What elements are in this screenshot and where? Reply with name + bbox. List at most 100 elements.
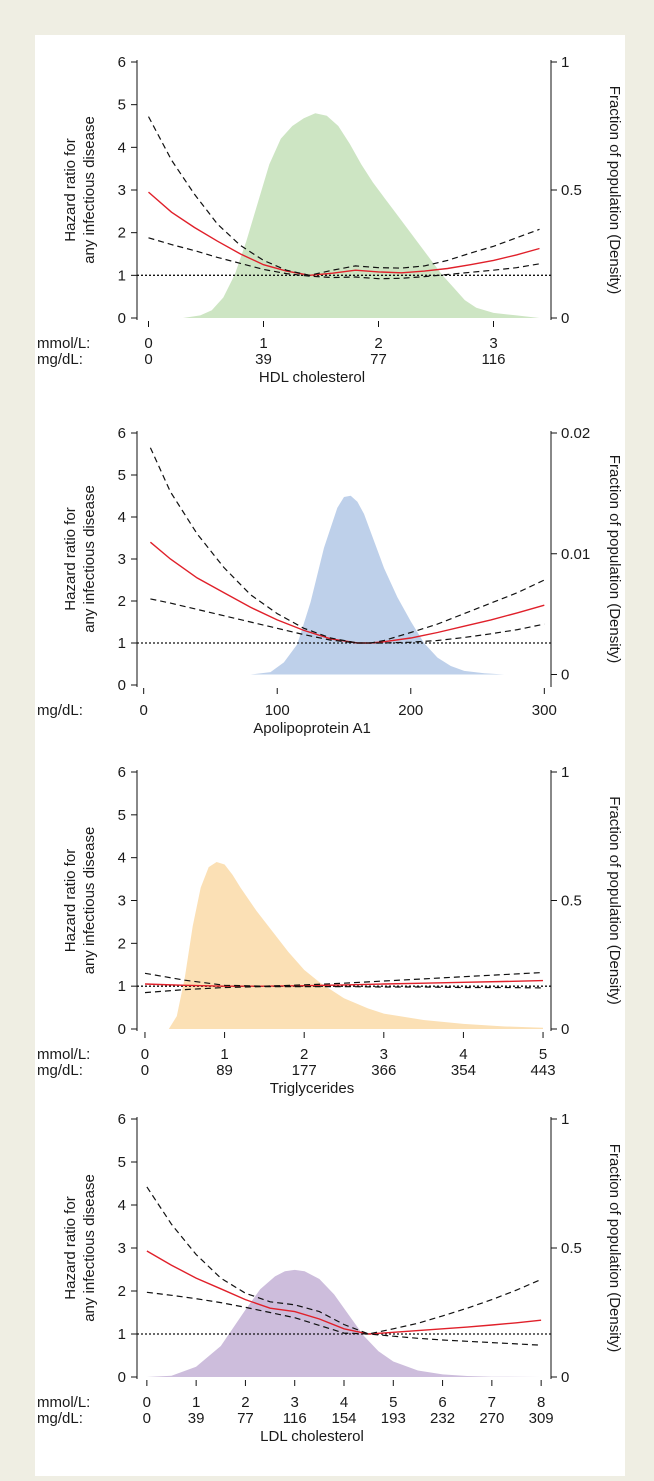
y-tick-label: 1 [118,1326,126,1343]
y2-tick-label: 0.5 [561,893,582,910]
x-tick-label: 309 [529,1410,554,1427]
y-tick-label: 5 [118,1154,126,1171]
x-tick-label: 5 [539,1046,547,1063]
x-tick-label: 0 [141,1062,149,1079]
y-tick-label: 0 [118,1369,126,1386]
x-tick-label: 89 [216,1062,233,1079]
x-tick-label: 77 [370,351,387,368]
chart-panel-3: 0 1 2 3 4 5 6 Hazard ratio for any infectious di… [37,764,623,1097]
y-tick-label: 5 [118,807,126,824]
y2-tick-label: 0.01 [561,546,590,563]
y-tick-label: 2 [118,1283,126,1300]
x-tick-label: 443 [531,1062,556,1079]
ci-line [146,1291,542,1346]
y-tick-label: 0 [118,310,126,327]
x-tick-label: 232 [430,1410,455,1427]
y2-tick-label: 0.5 [561,1240,582,1257]
x-tick-label: 0 [143,1410,151,1427]
x-tick-label: 3 [291,1394,299,1411]
y-tick-label: 3 [118,893,126,910]
y-tick-label: 2 [118,225,126,242]
x-tick-label: 0 [144,351,152,368]
y-tick-label: 1 [118,267,126,284]
y-tick-label: 5 [118,467,126,484]
x-unit-label: mg/dL: [37,1410,83,1427]
x-tick-label: 0 [143,1394,151,1411]
x-tick-label: 8 [537,1394,545,1411]
x-tick-label: 4 [459,1046,467,1063]
hazard-ratio-line [146,1250,542,1335]
y-axis-title: Hazard ratio for [62,1196,79,1299]
x-tick-label: 1 [192,1394,200,1411]
x-tick-label: 1 [259,335,267,352]
y2-tick-label: 1 [561,54,569,71]
x-axis-title: Triglycerides [270,1080,354,1097]
x-tick-label: 2 [300,1046,308,1063]
y-axis-title: Hazard ratio for [62,138,79,241]
y-tick-label: 1 [118,978,126,995]
x-tick-label: 177 [292,1062,317,1079]
ci-line [147,116,540,276]
x-tick-label: 154 [331,1410,356,1427]
density-area [148,113,540,318]
ci-line [144,985,544,994]
chart-panel-2: 0 1 2 3 4 5 6 Hazard ratio for any infectious di… [37,425,623,737]
x-axis-title: HDL cholesterol [259,369,365,386]
y-tick-label: 3 [118,551,126,568]
x-unit-label: mg/dL: [37,702,83,719]
y-tick-label: 4 [118,509,126,526]
y2-axis-title: Fraction of population (Density) [606,796,623,1004]
x-tick-label: 193 [381,1410,406,1427]
y-tick-label: 6 [118,1111,126,1128]
x-tick-label: 39 [255,351,272,368]
hazard-ratio-line [148,191,540,277]
y2-tick-label: 0 [561,667,569,684]
y-tick-label: 0 [118,677,126,694]
chart-panel-4: 0 1 2 3 4 5 6 Hazard ratio for any infectious di… [37,1111,623,1445]
x-tick-label: 0 [144,335,152,352]
y2-tick-label: 0 [561,310,569,327]
x-tick-label: 7 [488,1394,496,1411]
y2-tick-label: 0.02 [561,425,590,442]
y2-axis-title: Fraction of population (Density) [606,86,623,294]
hazard-ratio-line [144,979,544,987]
x-tick-label: 2 [374,335,382,352]
y-tick-label: 6 [118,425,126,442]
y-axis-title: any infectious disease [81,1174,98,1322]
x-tick-label: 354 [451,1062,476,1079]
y-axis-title: any infectious disease [81,116,98,264]
y2-tick-label: 0 [561,1021,569,1038]
y2-tick-label: 0.5 [561,182,582,199]
x-tick-label: 39 [188,1410,205,1427]
y-axis-title: Hazard ratio for [62,849,79,952]
x-tick-label: 4 [340,1394,348,1411]
y2-tick-label: 1 [561,1111,569,1128]
x-tick-label: 270 [479,1410,504,1427]
chart-panel-1: 0 1 2 3 4 5 6 Hazard ratio for any infectious di… [37,54,623,386]
x-tick-label: 5 [389,1394,397,1411]
x-unit-label: mmol/L: [37,335,90,352]
y-axis-title: Hazard ratio for [62,507,79,610]
x-tick-label: 0 [140,702,148,719]
y2-tick-label: 1 [561,764,569,781]
ci-line [148,237,540,280]
x-axis-title: Apolipoprotein A1 [253,720,371,737]
ci-line [150,598,545,644]
y2-axis-title: Fraction of population (Density) [606,1144,623,1352]
x-tick-label: 3 [489,335,497,352]
y-tick-label: 3 [118,182,126,199]
y-tick-label: 3 [118,1240,126,1257]
x-unit-label: mmol/L: [37,1046,90,1063]
y-tick-label: 4 [118,1197,126,1214]
y-tick-label: 2 [118,935,126,952]
y-axis-title: any infectious disease [81,827,98,975]
x-tick-label: 300 [532,702,557,719]
density-area [143,495,545,675]
x-tick-label: 116 [283,1410,307,1427]
y-tick-label: 6 [118,54,126,71]
x-tick-label: 77 [237,1410,254,1427]
y-tick-label: 4 [118,139,126,156]
y-axis-title: any infectious disease [81,485,98,633]
x-tick-label: 366 [371,1062,396,1079]
